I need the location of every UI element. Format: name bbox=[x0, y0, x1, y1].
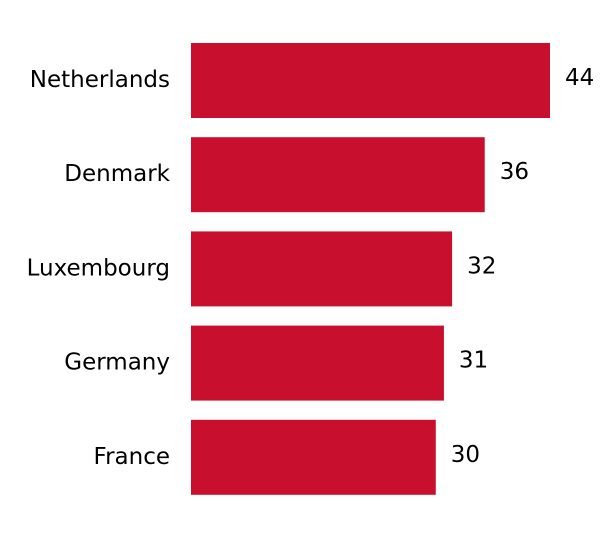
bar-germany bbox=[191, 325, 444, 401]
bar-luxembourg bbox=[191, 231, 453, 307]
category-label-france: France bbox=[94, 444, 170, 470]
data-label-france: 30 bbox=[451, 442, 480, 468]
category-label-luxembourg: Luxembourg bbox=[27, 255, 170, 281]
category-label-germany: Germany bbox=[64, 350, 170, 376]
data-label-luxembourg: 32 bbox=[467, 253, 496, 279]
data-label-germany: 31 bbox=[459, 348, 488, 374]
data-label-denmark: 36 bbox=[500, 159, 529, 185]
category-label-denmark: Denmark bbox=[64, 161, 170, 187]
bar-netherlands bbox=[191, 43, 550, 118]
category-label-netherlands: Netherlands bbox=[30, 67, 170, 93]
bar-france bbox=[191, 419, 436, 495]
data-label-netherlands: 44 bbox=[565, 65, 594, 91]
bar-denmark bbox=[191, 137, 485, 213]
